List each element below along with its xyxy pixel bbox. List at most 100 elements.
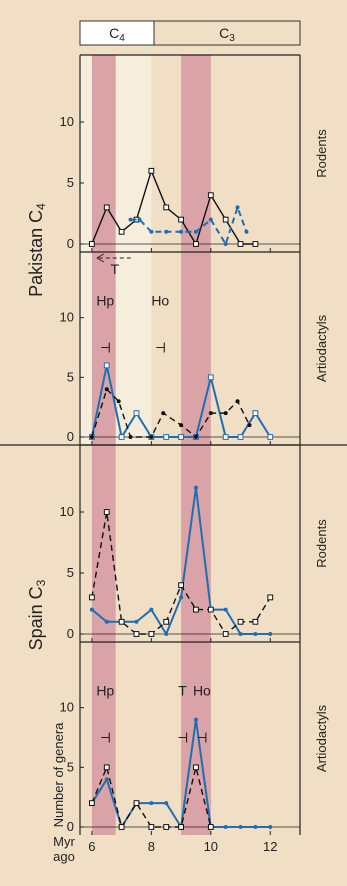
data-point [88,800,95,807]
data-point [252,410,259,417]
x-tick-label: 12 [263,839,277,854]
data-point [116,399,121,404]
data-point [164,801,169,806]
data-point [149,801,154,806]
x-axis-subtitle: ago [53,849,75,864]
data-point [193,241,199,247]
data-point [164,632,169,636]
data-point [178,582,184,589]
series-line-1 [130,204,248,247]
data-point [148,631,155,637]
period-bands [80,55,211,835]
data-point [148,167,155,174]
data-point [88,241,95,247]
series-line-1 [91,387,251,439]
series-line-0 [91,168,256,246]
y-tick-label: 0 [67,626,74,641]
data-point [128,435,133,439]
y-tick-label: 5 [67,369,74,384]
c3-bar-box [153,20,301,46]
data-point [193,764,199,771]
data-point [222,631,229,637]
c4-bar-label: C4 [109,25,125,44]
data-point [118,618,125,625]
data-point [222,216,229,223]
y-tick-label: 10 [60,504,74,519]
data-point [149,607,154,612]
band-pink [181,252,211,445]
data-point [134,619,139,624]
data-point [104,387,109,392]
range-marker [197,732,207,743]
data-point [267,434,274,440]
data-point [268,632,273,636]
data-point [237,618,244,625]
data-point [208,217,213,222]
data-point [237,241,244,247]
band-pink [91,252,116,445]
y-tick-label: 0 [67,236,74,251]
data-point [133,410,140,417]
data-point [133,631,140,637]
data-point [267,594,274,601]
data-point [253,825,258,829]
data-point [193,717,198,722]
data-point [235,205,240,210]
annotation-label: T [178,683,187,699]
y-tick-label: 5 [67,565,74,580]
range-marker [101,732,110,743]
panel-label: Rodents [314,519,329,568]
data-point [133,800,140,807]
band-pink [91,55,116,252]
data-point [148,824,155,830]
annotation-label: Hp [96,293,114,309]
data-point [207,374,214,381]
data-point [161,411,166,416]
data-point [179,595,184,600]
range-marker [101,342,110,353]
y-tick-label: 10 [60,310,74,325]
data-point [103,362,110,369]
data-point [223,411,228,416]
x-tick-label: 10 [204,839,218,854]
data-point [247,423,252,428]
x-tick-label: 8 [148,839,155,854]
c3-bar-label: C3 [219,25,235,44]
group-label-pakistan: Pakistan C4 [26,203,48,297]
range-marker [156,342,165,353]
data-point [207,192,214,199]
data-point [222,434,229,440]
data-point [118,434,125,440]
data-point [244,229,249,234]
data-point [193,435,198,439]
isotope-bar: C4 C3 [79,20,301,46]
data-point [223,242,228,246]
y-tick-label: 5 [67,175,74,190]
panel-label: Artiodactyls [314,704,329,772]
annotation-label: Ho [193,683,211,699]
y-tick-label: 0 [67,429,74,444]
annotation-label: Ho [151,293,169,309]
data-point [179,423,184,428]
data-point [252,618,259,625]
panel-label: Rodents [314,129,329,178]
data-point [89,607,94,612]
data-point [149,435,154,439]
panel-label: Artiodactyls [314,314,329,382]
data-point [89,435,94,439]
data-point [103,204,110,211]
data-point [223,825,228,829]
data-point [237,434,244,440]
annotation-label: T [111,261,120,277]
x-axis-title: Myr [53,834,75,849]
data-point [223,607,228,612]
y-axis-title: Number of genera [51,722,66,828]
c4-bar-box [79,20,155,46]
data-point [118,824,125,830]
data-point [208,411,213,416]
data-point [163,618,170,625]
data-point [193,485,198,490]
data-point [179,229,184,234]
data-point [149,229,154,234]
